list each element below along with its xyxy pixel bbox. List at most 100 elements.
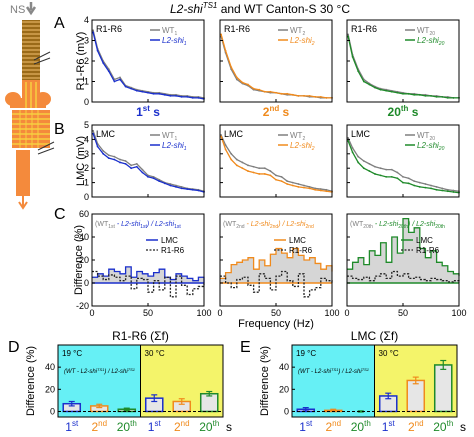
subtitle-unit: s (408, 105, 418, 119)
x-tick-label: 50 (271, 308, 281, 318)
data-point (325, 190, 328, 193)
data-point (402, 175, 404, 178)
legend-entry-lmc: LMC (416, 236, 433, 245)
data-point (368, 83, 371, 86)
panel-letter-a: A (54, 15, 65, 32)
data-point (258, 167, 261, 170)
series-line-r1-r6 (92, 270, 205, 298)
bar-y-tick-label: 40 (45, 362, 55, 372)
data-point (147, 175, 149, 178)
formula-part: 20th (363, 224, 373, 230)
data-point (314, 95, 317, 98)
legend-entry-sub: 20 (438, 146, 445, 152)
bar-category-label: 1st (148, 419, 162, 434)
ns-arrow-icon (25, 2, 37, 16)
data-point (175, 94, 177, 97)
data-point (147, 91, 149, 94)
data-point (374, 173, 376, 175)
formula-part: 20th (398, 224, 408, 230)
data-point (119, 78, 121, 81)
subtitle-sup: st (143, 104, 150, 113)
column-subtitle: 20th s (388, 104, 419, 119)
series-line-lmc (92, 266, 205, 283)
data-point (396, 177, 399, 180)
formula-part: 1st (108, 224, 115, 230)
inset-label: R1-R6 (96, 24, 122, 34)
bar-category-label: 1st (65, 419, 79, 434)
formula-part: 1st (140, 224, 147, 230)
data-point (430, 187, 432, 190)
data-point (291, 184, 294, 187)
data-point (319, 189, 322, 192)
formula-part: - L2-shi (245, 221, 271, 228)
data-point (452, 191, 455, 193)
legend-entry: WT20 (417, 26, 435, 37)
data-point (297, 94, 300, 97)
data-point (235, 158, 238, 161)
data-point (308, 187, 311, 190)
data-point (247, 83, 249, 86)
legend-entry-sub: 20 (429, 31, 435, 37)
x-tick-label: 50 (398, 308, 408, 318)
data-point (224, 148, 227, 151)
data-point (275, 178, 277, 181)
series-line-l2-shi-1st (92, 133, 205, 193)
cat-num: 20 (117, 420, 131, 434)
data-point (247, 164, 249, 167)
bar-y-tick-label: 0 (50, 406, 55, 416)
formula-part: (WT (223, 221, 237, 228)
series-line-l2-shi-2nd (220, 136, 333, 193)
electrode-b-icon (37, 141, 55, 151)
data-point (379, 167, 382, 170)
legend-entry-lmc: LMC (161, 236, 178, 245)
formula-part: TS1 (362, 367, 369, 372)
data-point (357, 161, 360, 164)
y-tick-label: 4 (84, 15, 89, 25)
cat-sup: st (388, 419, 395, 428)
data-point (390, 175, 393, 178)
cat-sup: nd (181, 419, 190, 428)
data-point (263, 90, 266, 93)
data-point (351, 151, 354, 154)
data-point (435, 188, 438, 191)
data-point (92, 29, 95, 32)
column-subtitle: 1st s (136, 104, 160, 119)
cat-sup: nd (415, 419, 424, 428)
x-axis-label-C: Frequency (Hz) (238, 318, 314, 330)
y-tick-label: 0 (84, 97, 89, 107)
bar-category-label: 20th (117, 419, 137, 434)
formula-part: TS1 (331, 367, 338, 372)
data-point (314, 188, 317, 191)
bar-formula: (WT - L2-shiTS1) / L2-shiTS1 (64, 367, 135, 375)
bar-chart-E: LMC (Σf) Difference (%) 19 °C 30 °C (WT - L2… (259, 329, 466, 434)
data-point (169, 183, 172, 185)
legend-entry-sub: 2 (302, 31, 305, 37)
y-axis-label-B: LMC (mV) (75, 136, 87, 186)
data-point (424, 183, 427, 185)
data-point (102, 62, 105, 64)
data-point (286, 183, 289, 185)
bar-category-label: 20th (199, 419, 219, 434)
x-tick-label: 50 (143, 308, 153, 318)
legend-entry: WT2 (290, 26, 305, 37)
data-point (158, 92, 161, 95)
formula-part: (WT (95, 221, 109, 228)
data-point (396, 91, 399, 94)
data-point (347, 33, 350, 36)
data-point (291, 181, 294, 184)
y-tick-label: 4 (84, 134, 89, 144)
legend-entry: L2-shi1 (162, 36, 187, 47)
legend-entry-r1r6: R1-R6 (289, 246, 313, 255)
data-point (241, 161, 244, 164)
data-point (258, 173, 261, 175)
data-point (224, 49, 227, 52)
data-point (407, 182, 410, 185)
panel-letter-d: D (8, 339, 20, 356)
data-point (441, 189, 444, 192)
data-point (424, 186, 427, 189)
data-point (197, 189, 200, 192)
